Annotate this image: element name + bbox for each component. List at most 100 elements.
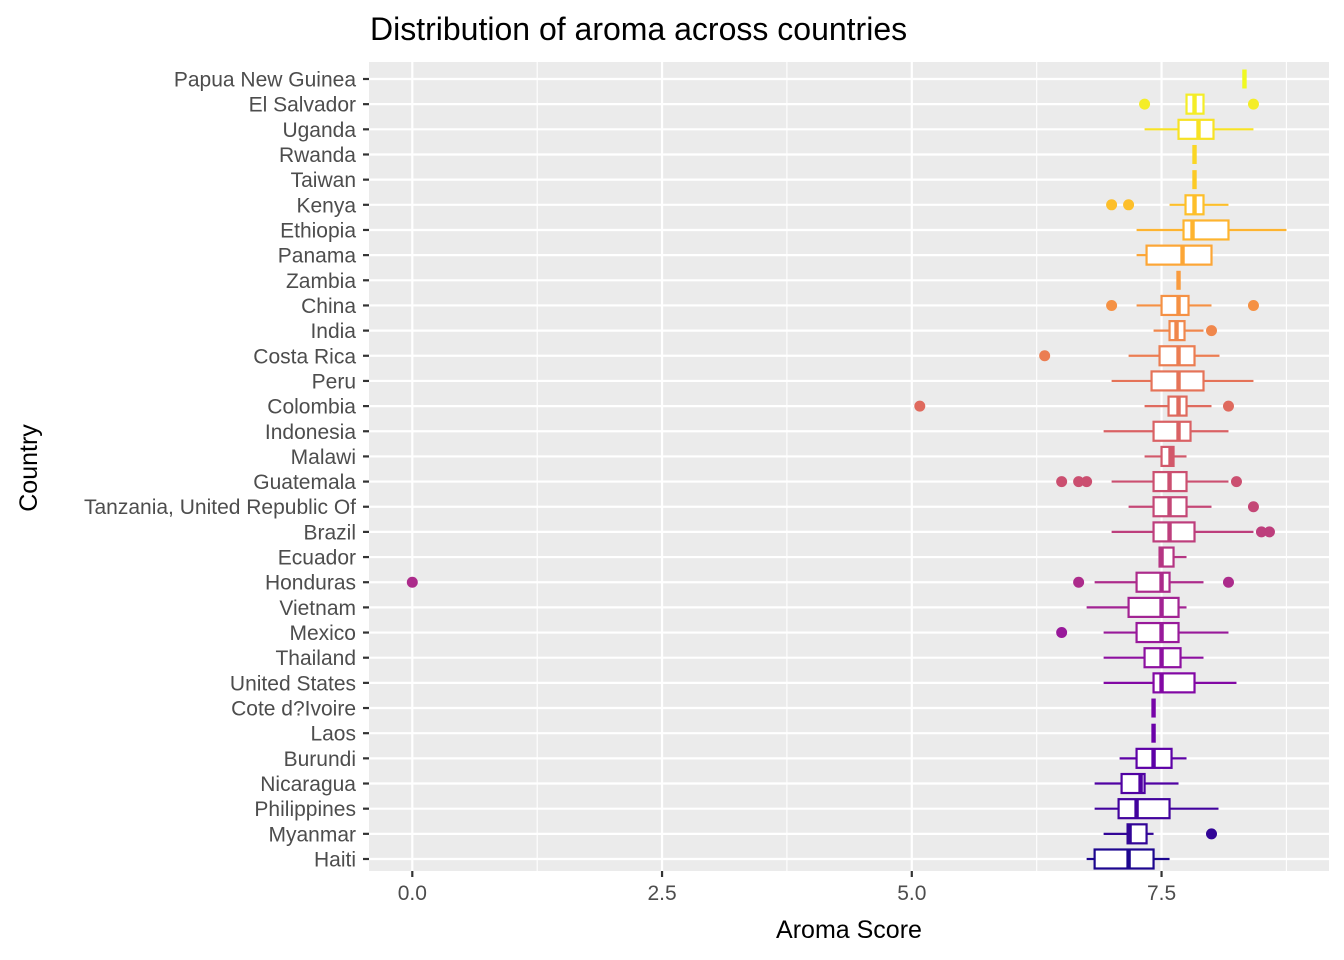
- box-united-states: [1103, 672, 1237, 694]
- x-tick-label: 2.5: [647, 882, 676, 905]
- outlier-point: [406, 576, 418, 588]
- y-tick-label: India: [310, 320, 356, 343]
- y-tick-label: Burundi: [284, 748, 356, 771]
- outlier-point: [1247, 501, 1259, 513]
- y-tick-label: Haiti: [314, 849, 356, 872]
- box-colombia: [914, 395, 1234, 417]
- y-tick-label: Philippines: [254, 798, 356, 821]
- y-tick-label: Papua New Guinea: [174, 69, 356, 92]
- y-tick-label: Guatemala: [253, 471, 356, 494]
- y-tick-label: Zambia: [286, 270, 356, 293]
- y-tick-label: Brazil: [303, 521, 356, 544]
- x-axis: 0.0 2.5 5.0 7.5: [398, 871, 1176, 905]
- outlier-point: [914, 400, 926, 412]
- y-tick-label: Laos: [310, 723, 356, 746]
- y-tick-label: Colombia: [267, 396, 356, 419]
- outlier-point: [1263, 526, 1275, 538]
- box-vietnam: [1086, 596, 1187, 618]
- box-iqr: [1145, 244, 1213, 266]
- box-uganda: [1144, 118, 1254, 140]
- y-tick-label: Ecuador: [278, 547, 356, 570]
- outlier-point: [1073, 576, 1085, 588]
- outlier-point: [1255, 526, 1267, 538]
- outlier-point: [1206, 325, 1217, 337]
- y-tick-label: Thailand: [275, 647, 356, 670]
- box-honduras: [406, 571, 1234, 593]
- box-kenya: [1106, 194, 1229, 216]
- y-axis-title: Country: [15, 424, 43, 512]
- box-iqr: [1152, 521, 1196, 543]
- outlier-point: [1039, 350, 1051, 362]
- outlier-point: [1106, 199, 1118, 211]
- box-iqr: [1135, 571, 1171, 593]
- chart-title: Distribution of aroma across countries: [370, 11, 907, 47]
- outlier-point: [1230, 476, 1242, 488]
- box-peru: [1111, 370, 1254, 392]
- box-china: [1106, 294, 1259, 317]
- y-tick-label: Taiwan: [291, 169, 356, 192]
- outlier-point: [1073, 476, 1085, 488]
- box-iqr: [1135, 621, 1180, 644]
- box-iqr: [1177, 118, 1215, 140]
- y-tick-label: Tanzania, United Republic Of: [84, 496, 356, 519]
- box-nicaragua: [1094, 772, 1179, 795]
- y-tick-label: Cote d?Ivoire: [231, 698, 356, 721]
- y-tick-label: Honduras: [265, 572, 356, 595]
- outlier-point: [1056, 627, 1068, 639]
- outlier-point: [1123, 199, 1135, 211]
- box-iqr: [1093, 848, 1155, 870]
- box-thailand: [1103, 647, 1204, 669]
- y-tick-label: Nicaragua: [260, 773, 356, 796]
- y-tick-label: Uganda: [282, 119, 356, 142]
- box-haiti: [1086, 848, 1170, 870]
- x-axis-title: Aroma Score: [776, 916, 922, 944]
- y-tick-label: United States: [230, 672, 356, 695]
- y-tick-label: Malawi: [291, 446, 356, 469]
- box-series: [406, 69, 1287, 870]
- box-guatemala: [1056, 470, 1242, 493]
- box-india: [1153, 320, 1217, 342]
- box-iqr: [1127, 596, 1180, 618]
- box-ethiopia: [1136, 219, 1287, 241]
- box-iqr: [1182, 219, 1230, 241]
- outlier-point: [1139, 98, 1151, 110]
- y-tick-label: Mexico: [289, 622, 356, 645]
- box-brazil: [1111, 521, 1275, 543]
- box-ecuador: [1158, 546, 1187, 568]
- y-tick-label: Peru: [312, 370, 356, 393]
- outlier-point: [1247, 98, 1259, 110]
- y-tick-label: Rwanda: [279, 144, 356, 167]
- y-tick-label: Vietnam: [279, 597, 356, 620]
- box-iqr: [1117, 798, 1171, 820]
- box-tanzania-united-republic-of: [1128, 496, 1259, 518]
- y-tick-label: Ethiopia: [280, 219, 356, 242]
- y-tick-label: El Salvador: [249, 94, 356, 117]
- x-tick-label: 7.5: [1147, 882, 1176, 905]
- y-tick-label: Kenya: [296, 194, 356, 217]
- box-costa-rica: [1039, 345, 1220, 367]
- box-mexico: [1056, 621, 1229, 644]
- box-iqr: [1160, 294, 1190, 317]
- y-tick-label: Myanmar: [268, 823, 356, 846]
- outlier-point: [1206, 828, 1217, 840]
- box-iqr: [1160, 445, 1175, 468]
- box-panama: [1136, 244, 1213, 266]
- outlier-point: [1247, 299, 1259, 311]
- box-iqr: [1152, 672, 1196, 694]
- box-philippines: [1094, 798, 1219, 820]
- y-tick-label: Panama: [278, 245, 357, 268]
- x-tick-label: 0.0: [398, 882, 427, 905]
- outlier-point: [1081, 476, 1093, 488]
- plot-panel: [369, 62, 1329, 871]
- box-indonesia: [1103, 420, 1229, 442]
- box-iqr: [1152, 420, 1192, 442]
- outlier-point: [1106, 299, 1118, 311]
- y-tick-label: Indonesia: [265, 421, 356, 444]
- outlier-point: [1056, 476, 1068, 488]
- y-tick-label: China: [301, 295, 356, 318]
- box-burundi: [1119, 747, 1187, 769]
- box-myanmar: [1103, 823, 1217, 845]
- box-el-salvador: [1139, 93, 1259, 115]
